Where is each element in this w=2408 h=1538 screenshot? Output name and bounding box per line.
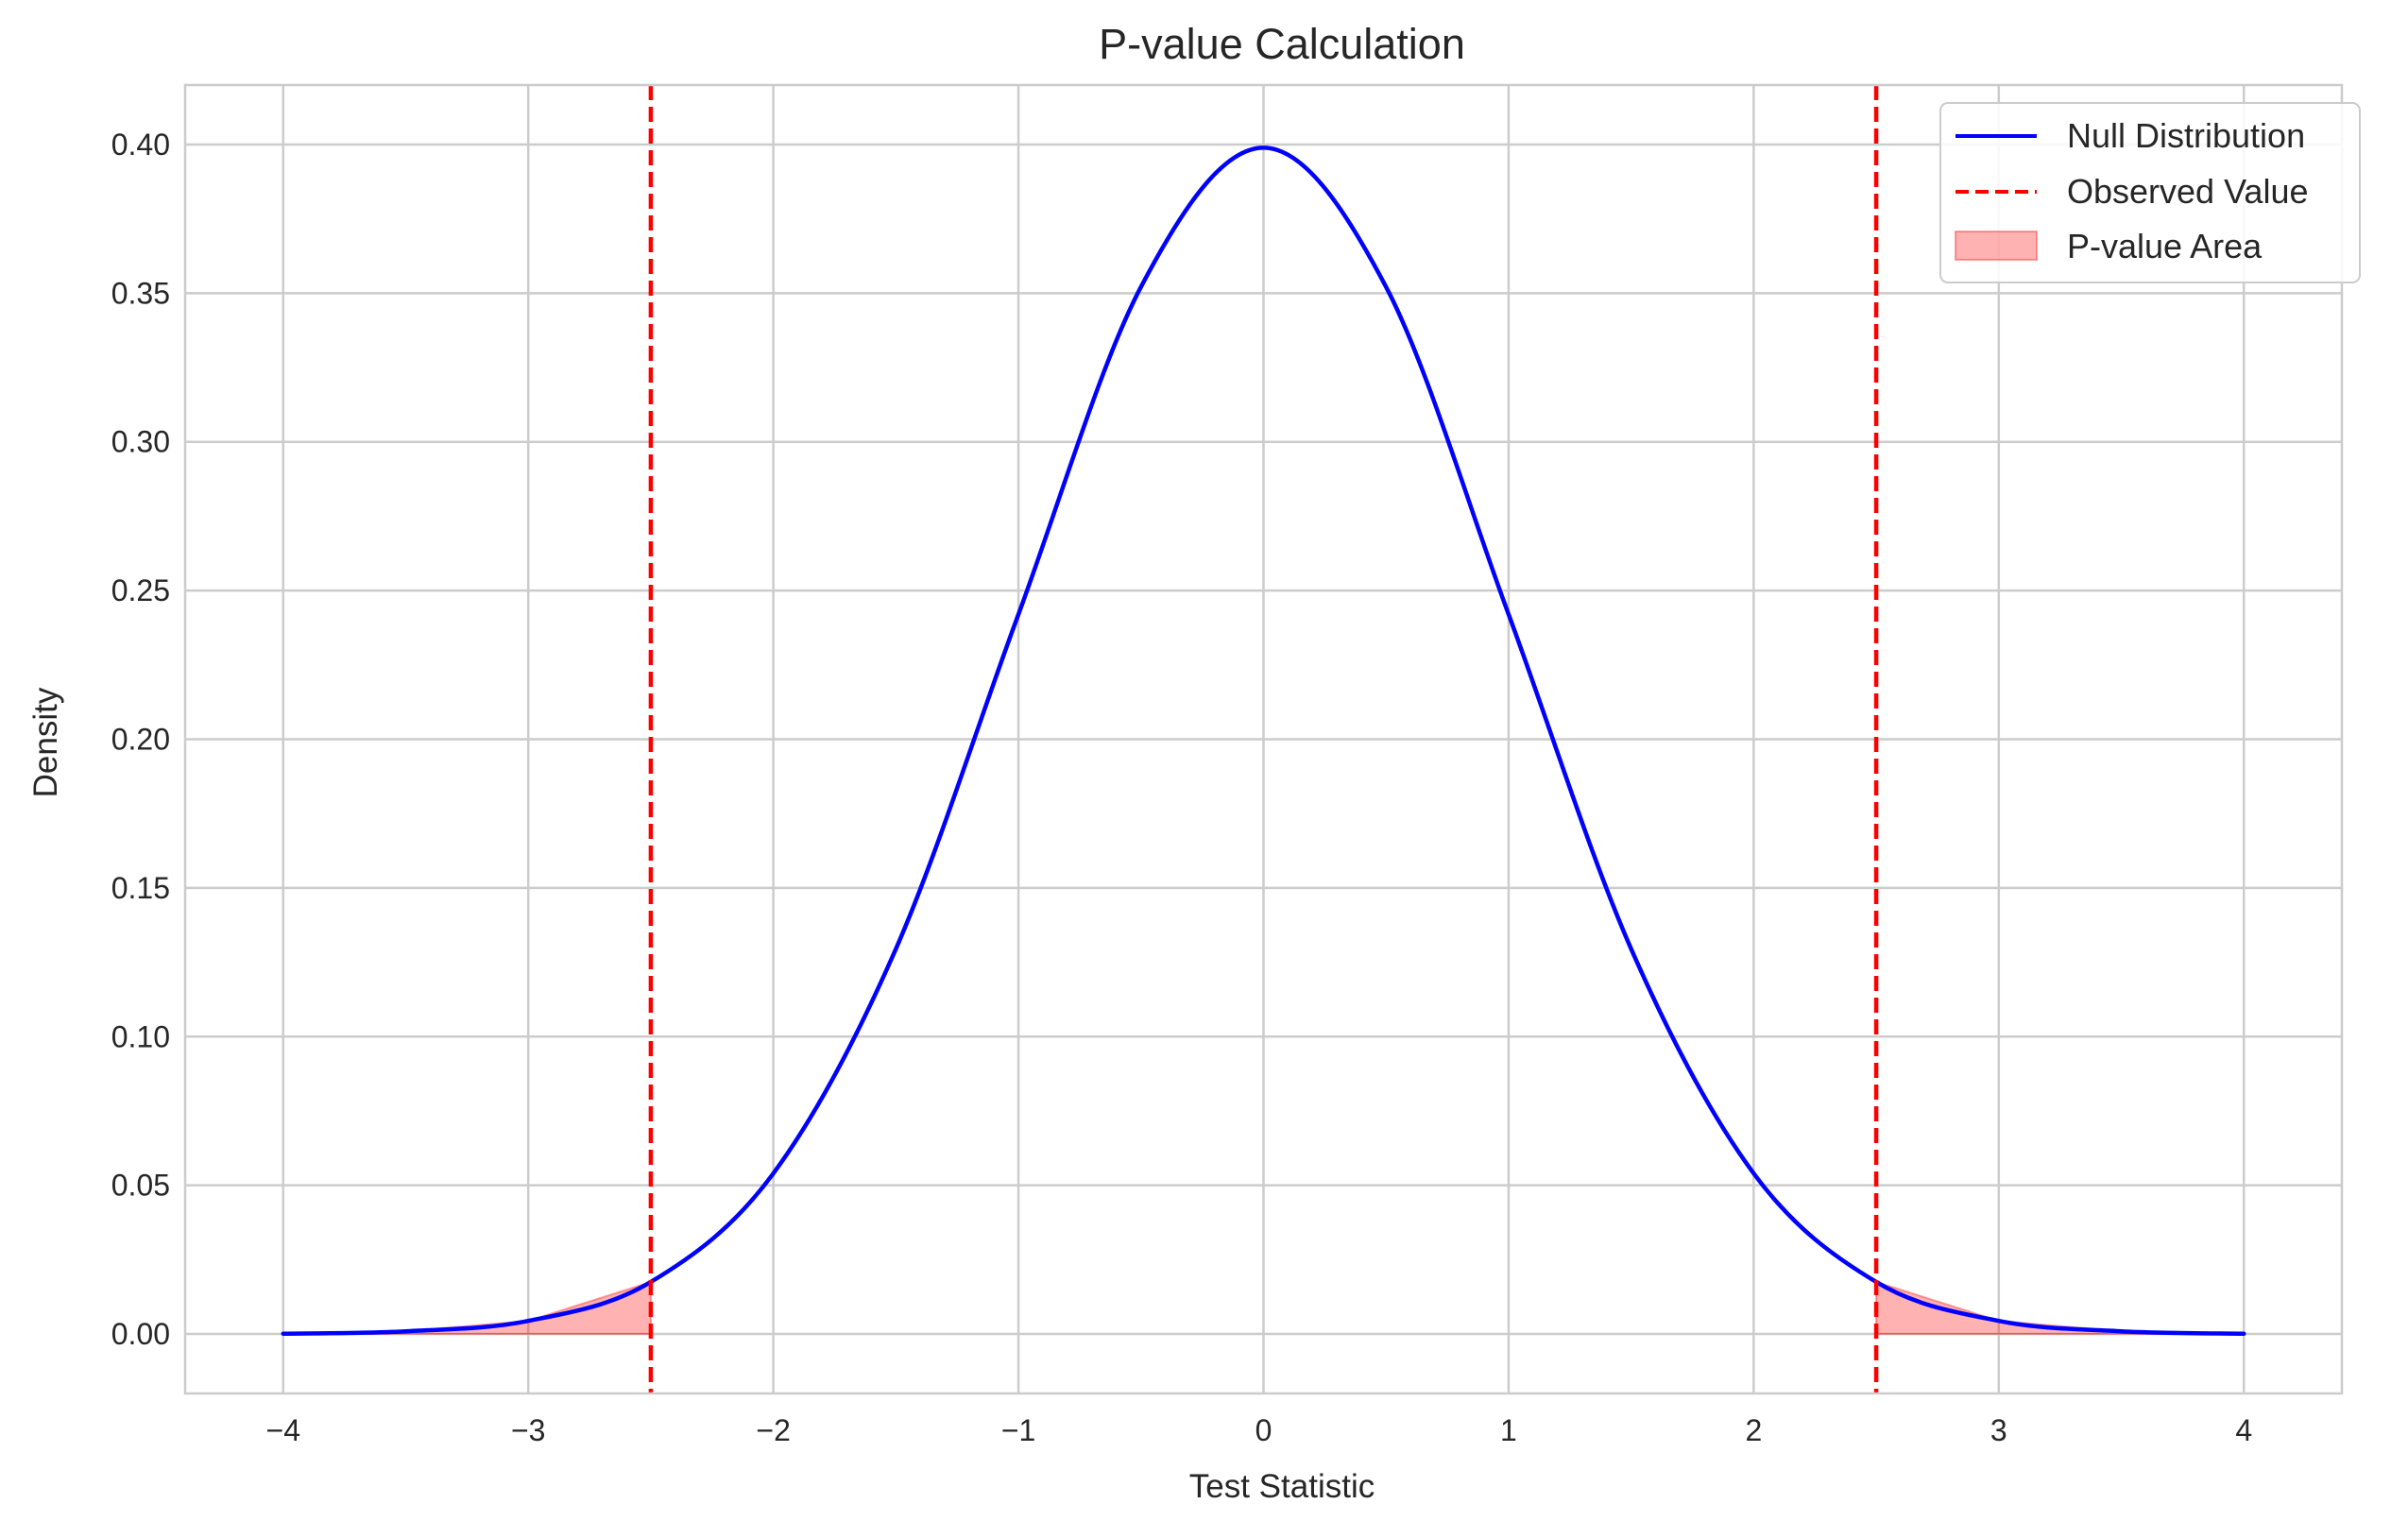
y-tick-label: 0.35 — [111, 276, 170, 310]
x-tick-label: −2 — [756, 1413, 790, 1447]
x-tick-label: −3 — [511, 1413, 545, 1447]
null-distribution-line — [281, 145, 2246, 1336]
x-tick-label: 4 — [2235, 1413, 2252, 1447]
y-tick-label: 0.10 — [111, 1019, 170, 1053]
y-tick-label: 0.20 — [111, 723, 170, 757]
x-tick-label: −1 — [1001, 1413, 1035, 1447]
x-tick-label: 3 — [1990, 1413, 2007, 1447]
grid-layer — [185, 85, 2342, 1393]
y-tick-label: 0.25 — [111, 573, 170, 607]
plot-frame — [183, 83, 2344, 1395]
y-tick-label: 0.05 — [111, 1169, 170, 1203]
tick-label-layer: −4 −3 −2 −1 0 1 2 3 4 0.00 0.05 0.10 0.15 0.20 0.25 0.3… — [111, 128, 2252, 1447]
legend-frame — [1939, 102, 2361, 283]
legend: Null Distribution Observed Value P-value… — [1939, 102, 2361, 283]
x-tick-label: 1 — [1500, 1413, 1517, 1447]
y-tick-label: 0.15 — [111, 871, 170, 905]
x-axis-title: Test Statistic — [1189, 1468, 1375, 1505]
legend-swatch-pvalue-area — [1955, 231, 2038, 261]
legend-label-observed-value: Observed Value — [2067, 172, 2308, 211]
legend-label-null-distribution: Null Distribution — [2067, 116, 2305, 155]
x-tick-label: −4 — [266, 1413, 300, 1447]
x-tick-label: 2 — [1745, 1413, 1762, 1447]
y-tick-label: 0.40 — [111, 128, 170, 162]
x-tick-label: 0 — [1255, 1413, 1272, 1447]
y-tick-label: 0.00 — [111, 1317, 170, 1351]
chart-title: P-value Calculation — [1099, 20, 1465, 68]
legend-label-pvalue-area: P-value Area — [2067, 227, 2263, 265]
y-axis-title: Density — [27, 687, 64, 797]
y-tick-label: 0.30 — [111, 425, 170, 459]
line-layer — [281, 85, 2246, 1393]
